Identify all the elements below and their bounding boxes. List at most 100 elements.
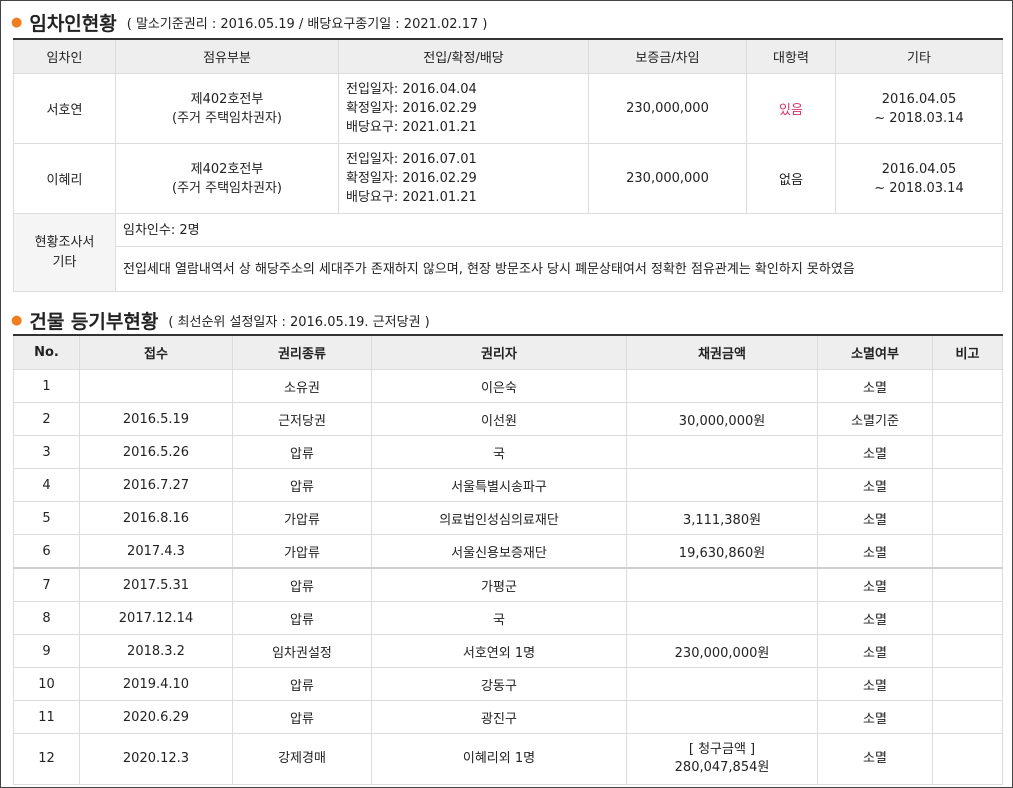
tenant-etc: 2016.04.05 ~ 2018.03.14 [835, 73, 1003, 144]
row-date: 2020.6.29 [79, 700, 233, 734]
row-type: 근저당권 [232, 402, 372, 436]
tenant-title: 임차인현황 [29, 12, 117, 35]
row-holder: 서울특별시송파구 [371, 468, 627, 502]
tenant-table: 임차인 점유부분 전입/확정/배당 보증금/차임 대항력 기타 서호연 제402… [13, 38, 1003, 292]
row-type: 강제경매 [232, 733, 372, 785]
tenant-row: 이혜리 제402호전부 (주거 주택임차권자) 전입일자: 2016.07.01… [13, 143, 1003, 214]
tenant-section-title: ● 임차인현황 ( 말소기준권리 : 2016.05.19 / 배당요구종기일 … [11, 10, 487, 35]
registry-table-header: No. 접수 권리종류 권리자 채권금액 소멸여부 비고 [13, 334, 1003, 370]
row-type: 소유권 [232, 369, 372, 403]
row-amount [626, 567, 818, 602]
row-amount: 30,000,000원 [626, 402, 818, 436]
row-no: 7 [13, 567, 80, 602]
table-row: 10 2019.4.10 압류 강동구 소멸 [13, 667, 1003, 701]
row-amount [626, 700, 818, 734]
row-holder: 이은숙 [371, 369, 627, 403]
row-date: 2018.3.2 [79, 634, 233, 668]
row-note [932, 435, 1003, 469]
row-status: 소멸 [817, 369, 933, 403]
tenant-name: 서호연 [13, 73, 116, 144]
row-no: 5 [13, 501, 80, 535]
table-row: 3 2016.5.26 압류 국 소멸 [13, 435, 1003, 469]
tenant-deposit: 230,000,000 [588, 73, 747, 144]
row-date: 2017.4.3 [79, 534, 233, 569]
row-type: 압류 [232, 667, 372, 701]
registry-section-title: ● 건물 등기부현황 ( 최선순위 설정일자 : 2016.05.19. 근저당… [11, 308, 430, 333]
row-type: 압류 [232, 601, 372, 635]
occupancy-line1: 제402호전부 [190, 161, 264, 177]
table-row: 5 2016.8.16 가압류 의료법인성심의료재단 3,111,380원 소멸 [13, 501, 1003, 535]
row-no: 11 [13, 700, 80, 734]
row-no: 2 [13, 402, 80, 436]
row-holder: 국 [371, 435, 627, 469]
row-note [932, 567, 1003, 602]
move-in-date: 전입일자: 2016.04.04 [346, 82, 477, 97]
row-type: 압류 [232, 435, 372, 469]
row-status: 소멸 [817, 534, 933, 569]
table-row: 12 2020.12.3 강제경매 이혜리외 1명 [ 청구금액 ] 280,0… [13, 733, 1003, 785]
etc-line1: 2016.04.05 [881, 91, 957, 107]
row-holder: 국 [371, 601, 627, 635]
row-date: 2016.8.16 [79, 501, 233, 535]
header-holder: 권리자 [371, 334, 627, 370]
survey-note-row: 전입세대 열람내역서 상 해당주소의 세대주가 존재하지 않으며, 현장 방문조… [14, 246, 1003, 292]
row-note [932, 733, 1003, 785]
row-holder: 광진구 [371, 700, 627, 734]
row-no: 8 [13, 601, 80, 635]
table-row: 2 2016.5.19 근저당권 이선원 30,000,000원 소멸기준 [13, 402, 1003, 436]
header-deposit: 보증금/차임 [588, 38, 747, 74]
header-status: 소멸여부 [817, 334, 933, 370]
row-holder: 가평군 [371, 567, 627, 602]
row-holder: 강동구 [371, 667, 627, 701]
row-date: 2017.12.14 [79, 601, 233, 635]
tenant-dates: 전입일자: 2016.04.04 확정일자: 2016.02.29 배당요구: … [338, 73, 589, 144]
row-holder: 의료법인성심의료재단 [371, 501, 627, 535]
table-row: 1 소유권 이은숙 소멸 [13, 369, 1003, 403]
table-row: 8 2017.12.14 압류 국 소멸 [13, 601, 1003, 635]
row-no: 12 [13, 733, 80, 785]
row-amount [626, 468, 818, 502]
row-status: 소멸 [817, 501, 933, 535]
row-status: 소멸기준 [817, 402, 933, 436]
row-no: 1 [13, 369, 80, 403]
tenant-opposing: 있음 [746, 73, 836, 144]
header-type: 권리종류 [232, 334, 372, 370]
tenant-row: 서호연 제402호전부 (주거 주택임차권자) 전입일자: 2016.04.04… [13, 73, 1003, 144]
row-note [932, 634, 1003, 668]
survey-note: 전입세대 열람내역서 상 해당주소의 세대주가 존재하지 않으며, 현장 방문조… [115, 246, 1003, 292]
tenant-occupancy: 제402호전부 (주거 주택임차권자) [115, 73, 339, 144]
row-no: 3 [13, 435, 80, 469]
row-amount [626, 601, 818, 635]
row-note [932, 369, 1003, 403]
bullet-icon: ● [11, 14, 23, 30]
survey-count: 임차인수: 2명 [115, 213, 1003, 247]
row-holder: 이혜리외 1명 [371, 733, 627, 785]
survey-label-line2: 기타 [52, 254, 77, 270]
tenant-etc: 2016.04.05 ~ 2018.03.14 [835, 143, 1003, 214]
registry-table: No. 접수 권리종류 권리자 채권금액 소멸여부 비고 1 소유권 이은숙 소… [13, 334, 1003, 785]
row-no: 9 [13, 634, 80, 668]
row-type: 가압류 [232, 534, 372, 569]
table-row: 6 2017.4.3 가압류 서울신용보증재단 19,630,860원 소멸 [13, 534, 1003, 569]
header-date: 접수 [79, 334, 233, 370]
row-date [79, 369, 233, 403]
occupancy-line2: (주거 주택임차권자) [172, 110, 282, 126]
row-note [932, 468, 1003, 502]
row-no: 6 [13, 534, 80, 569]
row-type: 압류 [232, 700, 372, 734]
header-no: No. [13, 334, 80, 370]
registry-title: 건물 등기부현황 [29, 310, 159, 333]
registry-subtitle: ( 최선순위 설정일자 : 2016.05.19. 근저당권 ) [168, 314, 430, 330]
header-opposing: 대항력 [746, 38, 836, 74]
row-amount: 3,111,380원 [626, 501, 818, 535]
row-holder: 서울신용보증재단 [371, 534, 627, 569]
row-amount: 19,630,860원 [626, 534, 818, 569]
row-amount: 230,000,000원 [626, 634, 818, 668]
row-type: 가압류 [232, 501, 372, 535]
row-status: 소멸 [817, 700, 933, 734]
row-holder: 이선원 [371, 402, 627, 436]
row-note [932, 501, 1003, 535]
row-note [932, 402, 1003, 436]
header-tenant: 임차인 [13, 38, 116, 74]
row-no: 10 [13, 667, 80, 701]
